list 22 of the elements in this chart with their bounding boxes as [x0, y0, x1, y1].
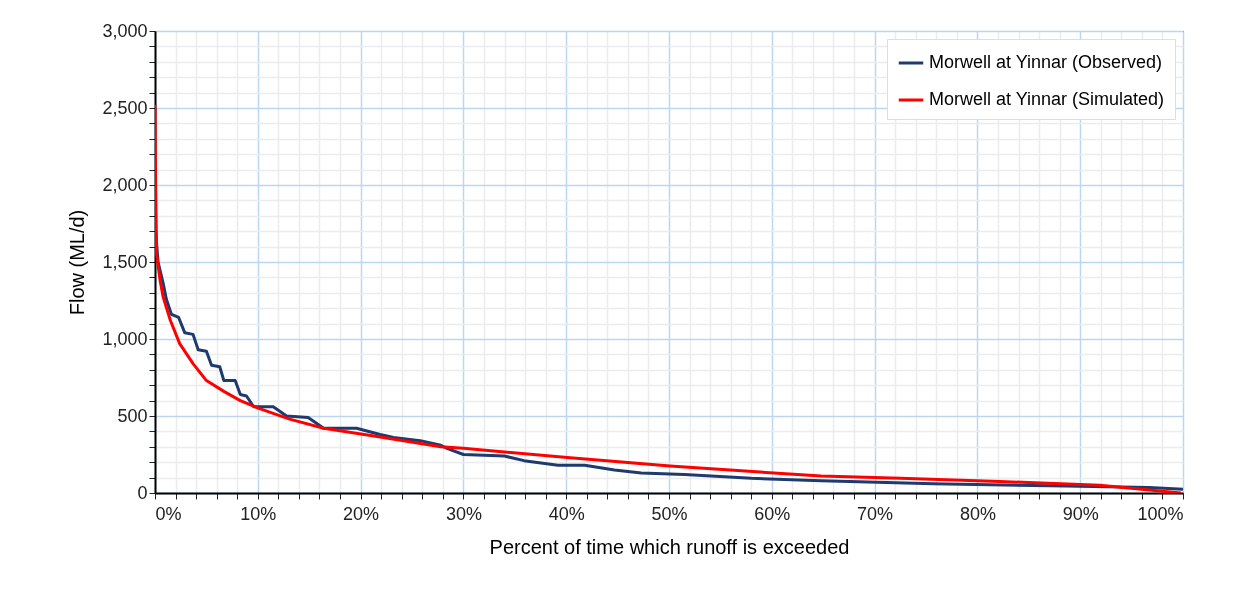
x-tick-label: 20%: [343, 503, 380, 524]
x-tick-label: 60%: [754, 503, 791, 524]
x-tick-label: 70%: [857, 503, 894, 524]
x-tick-label: 30%: [445, 503, 482, 524]
x-tick-label: 80%: [959, 503, 996, 524]
legend-label: Morwell at Yinnar (Simulated): [929, 89, 1165, 109]
y-tick-label: 2,000: [102, 174, 148, 195]
x-axis-title: Percent of time which runoff is exceeded: [489, 535, 850, 558]
y-tick-label: 1,000: [102, 328, 148, 349]
x-tick-label: 100%: [1137, 503, 1184, 524]
y-tick-label: 2,500: [102, 97, 148, 118]
y-axis-title: Flow (ML/d): [66, 209, 89, 316]
y-tick-label: 1,500: [102, 251, 148, 272]
y-tick-label: 500: [117, 405, 148, 426]
x-tick-label: 0%: [155, 503, 182, 524]
y-tick-label: 3,000: [102, 20, 148, 41]
x-tick-label: 50%: [651, 503, 688, 524]
x-tick-label: 40%: [548, 503, 585, 524]
x-tick-label: 90%: [1062, 503, 1099, 524]
legend-label: Morwell at Yinnar (Observed): [929, 52, 1163, 72]
y-tick-label: 0: [137, 482, 148, 503]
x-tick-label: 10%: [240, 503, 277, 524]
